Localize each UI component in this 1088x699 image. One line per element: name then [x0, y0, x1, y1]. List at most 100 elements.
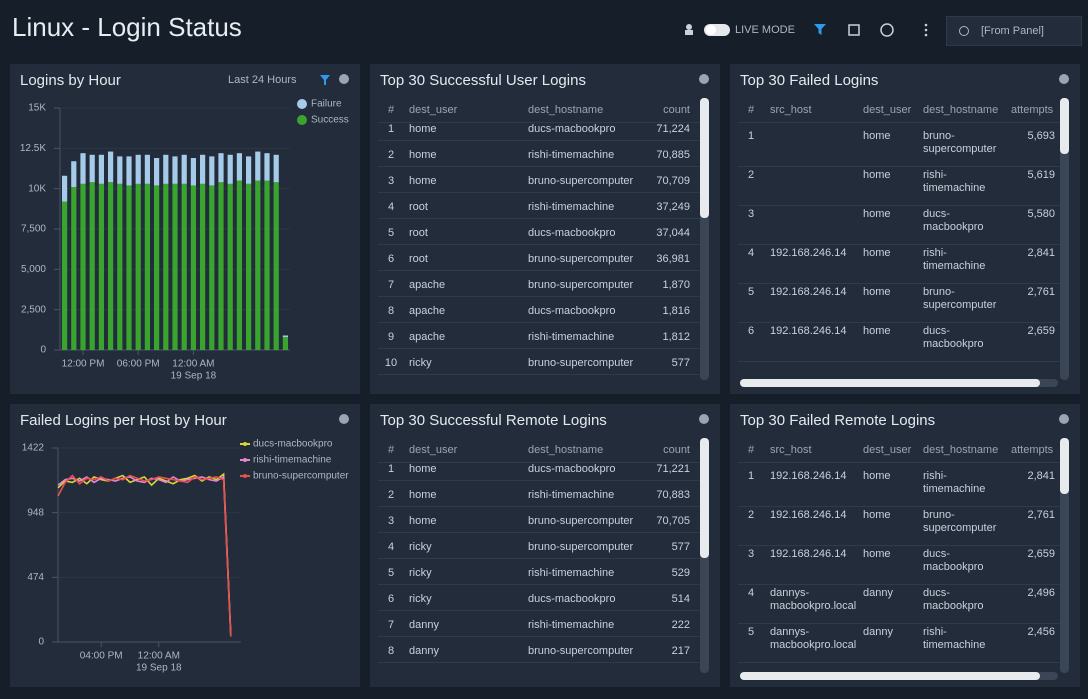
column-header[interactable]: dest_hostname — [923, 104, 999, 116]
row-separator — [378, 166, 702, 167]
bar-segment — [71, 187, 77, 350]
info-icon[interactable] — [1059, 414, 1069, 424]
bar-segment — [154, 158, 160, 186]
bar-segment — [200, 154, 206, 184]
column-header[interactable]: dest_hostname — [528, 104, 604, 116]
bar-segment — [181, 154, 187, 184]
table-cell: 10 — [384, 357, 398, 369]
column-header[interactable]: src_host — [770, 104, 812, 116]
legend-dot — [243, 442, 247, 446]
share-icon[interactable] — [848, 24, 860, 36]
table-cell: rishi-timemachine — [923, 247, 986, 272]
table-panel: Top 30 Successful Remote Logins # dest_use… — [370, 404, 720, 687]
table-cell: 2,659 — [1027, 325, 1055, 337]
table-cell: ricky — [409, 593, 432, 605]
row-separator — [378, 348, 702, 349]
info-icon[interactable] — [699, 414, 709, 424]
column-header[interactable]: # — [387, 104, 395, 116]
legend-dot — [243, 458, 247, 462]
scroll-thumb[interactable] — [700, 438, 709, 558]
column-header[interactable]: # — [387, 444, 395, 456]
user-icon[interactable] — [686, 24, 692, 30]
row-separator — [378, 610, 702, 611]
bar-segment — [108, 151, 114, 183]
bar-segment — [71, 161, 77, 188]
column-header[interactable]: count — [663, 104, 690, 116]
column-header[interactable]: attempts — [1011, 104, 1054, 116]
row-separator — [378, 662, 702, 663]
row-separator — [738, 545, 1062, 546]
scroll-thumb[interactable] — [700, 98, 709, 218]
table-cell: 2,456 — [1027, 626, 1055, 638]
x-tick-label: 12:00 AM — [138, 651, 180, 662]
menu-dot — [924, 28, 928, 32]
column-header[interactable]: dest_hostname — [528, 444, 604, 456]
table-cell: 3 — [747, 548, 755, 560]
bar-segment — [89, 182, 95, 350]
column-header[interactable]: # — [747, 444, 755, 456]
h-scroll-thumb[interactable] — [740, 379, 1040, 387]
time-picker[interactable]: [From Panel] — [946, 16, 1082, 46]
legend-swatch — [297, 115, 307, 125]
chart-panel: Failed Logins per Host by Hour 0 474 948 142… — [10, 404, 360, 687]
bar-segment — [117, 183, 123, 350]
table: # dest_user dest_hostname count 1 home ducs-ma… — [370, 64, 702, 388]
column-header[interactable]: # — [747, 104, 755, 116]
info-icon[interactable] — [339, 414, 349, 424]
panel-title: Top 30 Failed Logins — [740, 72, 879, 89]
table-cell: 6 — [387, 593, 395, 605]
column-header[interactable]: src_host — [770, 444, 812, 456]
time-picker-label: [From Panel] — [981, 25, 1044, 37]
table-cell: 37,044 — [656, 227, 690, 239]
menu-icon[interactable] — [924, 23, 928, 27]
bar-segment — [98, 154, 104, 184]
info-icon[interactable] — [1059, 74, 1069, 84]
bar-segment — [144, 183, 150, 350]
x-date-label: 19 Sep 18 — [136, 663, 182, 674]
info-icon[interactable] — [699, 74, 709, 84]
table-cell: root — [409, 227, 428, 239]
column-header[interactable]: attempts — [1011, 444, 1054, 456]
x-tick-label: 04:00 PM — [80, 651, 123, 662]
table-cell: 3 — [747, 208, 755, 220]
filter-icon[interactable] — [814, 24, 826, 35]
table-cell: 1 — [747, 470, 755, 482]
legend-label: Failure — [311, 99, 342, 110]
x-tick-label: 12:00 PM — [62, 359, 105, 370]
column-header[interactable]: dest_user — [863, 104, 912, 116]
x-date-label: 19 Sep 18 — [171, 371, 217, 382]
table-cell: 71,224 — [656, 123, 690, 135]
column-header[interactable]: dest_user — [863, 444, 912, 456]
column-header[interactable]: count — [663, 444, 690, 456]
table-cell: 71,221 — [656, 463, 690, 475]
scroll-thumb[interactable] — [1060, 438, 1069, 494]
row-separator — [378, 296, 702, 297]
info-icon[interactable] — [339, 74, 349, 84]
column-header[interactable]: dest_user — [409, 444, 458, 456]
h-scroll-thumb[interactable] — [740, 672, 1040, 680]
header-separator — [738, 122, 1062, 123]
y-tick-label: 10K — [28, 183, 46, 194]
table-cell: 2,761 — [1027, 286, 1055, 298]
scroll-thumb[interactable] — [1060, 98, 1069, 154]
x-tick-label: 12:00 AM — [172, 359, 214, 370]
table-cell: 70,705 — [656, 515, 690, 527]
table-cell: 192.168.246.14 — [770, 286, 847, 298]
row-separator — [378, 636, 702, 637]
column-header[interactable]: dest_hostname — [923, 444, 999, 456]
bar-segment — [255, 151, 261, 181]
table-cell: home — [863, 286, 891, 298]
refresh-icon[interactable] — [880, 23, 894, 37]
bar-segment — [227, 183, 233, 350]
table-cell: 192.168.246.14 — [770, 509, 847, 521]
table-cell: ducs-macbookpro — [528, 305, 616, 317]
table: # src_host dest_user dest_hostname attempts 1… — [730, 404, 1062, 673]
bar-segment — [135, 183, 141, 350]
column-header[interactable]: dest_user — [409, 104, 458, 116]
table-cell: home — [863, 208, 891, 220]
table-panel: Top 30 Successful User Logins # dest_user d… — [370, 64, 720, 394]
chart: 0 2,500 5,000 7,500 10K 12.5K 15K 12:00 PM 06:00… — [20, 99, 349, 382]
table-cell: ducs-macbookpro — [923, 548, 984, 573]
table-cell: 2,659 — [1027, 548, 1055, 560]
table-cell: 222 — [671, 619, 690, 631]
